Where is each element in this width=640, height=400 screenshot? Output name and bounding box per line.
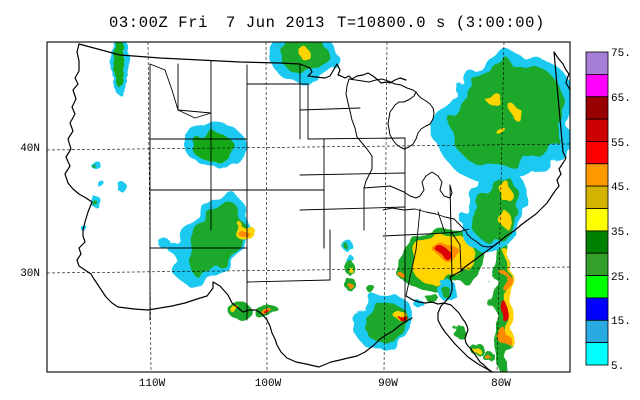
svg-text:15.: 15.: [611, 316, 631, 328]
svg-text:T=10800.0 s (3:00:00): T=10800.0 s (3:00:00): [337, 14, 545, 32]
svg-text:75.: 75.: [611, 48, 631, 60]
svg-text:35.: 35.: [611, 227, 631, 239]
svg-text:90W: 90W: [378, 378, 398, 390]
svg-text:55.: 55.: [611, 138, 631, 150]
svg-text:100W: 100W: [255, 378, 282, 390]
svg-text:65.: 65.: [611, 93, 631, 105]
svg-text:40N: 40N: [20, 143, 40, 155]
svg-text:80W: 80W: [491, 378, 511, 390]
svg-text:110W: 110W: [139, 378, 166, 390]
svg-text:5.: 5.: [611, 361, 624, 373]
svg-text:25.: 25.: [611, 272, 631, 284]
svg-text:30N: 30N: [20, 268, 40, 280]
svg-text:45.: 45.: [611, 182, 631, 194]
